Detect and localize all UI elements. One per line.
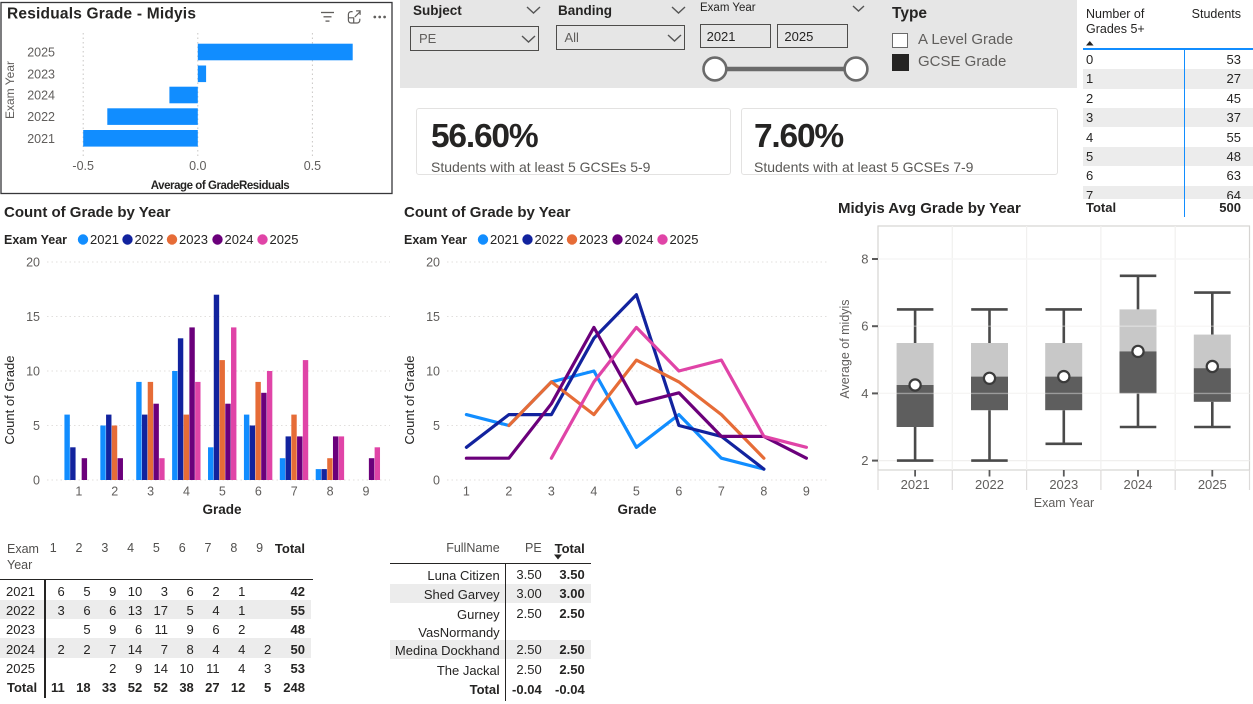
svg-text:2021: 2021 (27, 132, 55, 146)
svg-text:4: 4 (183, 485, 190, 499)
svg-text:10: 10 (426, 365, 440, 379)
svg-text:2023: 2023 (27, 67, 55, 81)
svg-text:Exam Year: Exam Year (4, 233, 67, 247)
svg-text:5: 5 (433, 419, 440, 433)
svg-text:Count of Grade: Count of Grade (402, 356, 417, 445)
svg-text:0.0: 0.0 (189, 159, 206, 173)
svg-text:9: 9 (803, 485, 810, 499)
svg-text:Count of Grade by Year: Count of Grade by Year (404, 204, 571, 221)
svg-text:3: 3 (548, 485, 555, 499)
svg-text:9: 9 (363, 485, 370, 499)
svg-text:7: 7 (718, 485, 725, 499)
svg-text:2: 2 (861, 453, 868, 468)
svg-text:5: 5 (633, 485, 640, 499)
svg-text:2024: 2024 (27, 89, 55, 103)
svg-text:7: 7 (291, 485, 298, 499)
svg-text:2025: 2025 (270, 232, 299, 247)
svg-text:20: 20 (26, 256, 40, 270)
svg-text:Residuals Grade - Midyis: Residuals Grade - Midyis (7, 6, 196, 23)
svg-text:6: 6 (861, 319, 868, 334)
svg-text:2025: 2025 (27, 46, 55, 60)
svg-text:2021: 2021 (90, 232, 119, 247)
svg-text:Average of GradeResiduals: Average of GradeResiduals (151, 180, 290, 192)
svg-text:2024: 2024 (625, 232, 654, 247)
svg-text:0.5: 0.5 (304, 159, 321, 173)
svg-text:2023: 2023 (179, 232, 208, 247)
svg-text:8: 8 (327, 485, 334, 499)
svg-text:Exam Year: Exam Year (3, 61, 17, 119)
svg-text:2022: 2022 (975, 477, 1004, 492)
svg-text:3: 3 (147, 485, 154, 499)
svg-text:Count of Grade: Count of Grade (2, 356, 17, 445)
svg-text:2021: 2021 (490, 232, 519, 247)
svg-text:2: 2 (505, 485, 512, 499)
svg-text:6: 6 (675, 485, 682, 499)
svg-text:2025: 2025 (670, 232, 699, 247)
svg-text:2022: 2022 (27, 110, 55, 124)
svg-text:20: 20 (426, 256, 440, 270)
svg-text:1: 1 (463, 485, 470, 499)
svg-text:Exam Year: Exam Year (404, 233, 467, 247)
svg-text:5: 5 (33, 419, 40, 433)
svg-text:2022: 2022 (535, 232, 564, 247)
svg-text:0: 0 (33, 474, 40, 488)
svg-text:Count of Grade by Year: Count of Grade by Year (4, 204, 171, 221)
svg-text:2023: 2023 (1049, 477, 1078, 492)
svg-text:2024: 2024 (1124, 477, 1153, 492)
svg-text:Exam Year: Exam Year (1034, 496, 1094, 510)
svg-text:Grade: Grade (617, 502, 657, 517)
svg-text:2024: 2024 (225, 232, 254, 247)
svg-text:5: 5 (219, 485, 226, 499)
svg-text:15: 15 (426, 310, 440, 324)
svg-text:8: 8 (760, 485, 767, 499)
svg-text:Midyis Avg Grade by Year: Midyis Avg Grade by Year (838, 200, 1021, 217)
svg-text:4: 4 (590, 485, 597, 499)
svg-text:10: 10 (26, 365, 40, 379)
svg-text:Average of midyis: Average of midyis (838, 299, 852, 398)
svg-text:2025: 2025 (1198, 477, 1227, 492)
svg-text:2023: 2023 (579, 232, 608, 247)
svg-text:Grade: Grade (202, 502, 242, 517)
svg-text:2021: 2021 (901, 477, 930, 492)
svg-text:4: 4 (861, 386, 868, 401)
svg-text:0: 0 (433, 474, 440, 488)
svg-text:-0.5: -0.5 (72, 159, 94, 173)
svg-text:2: 2 (111, 485, 118, 499)
svg-text:6: 6 (255, 485, 262, 499)
svg-text:1: 1 (75, 485, 82, 499)
svg-text:8: 8 (861, 252, 868, 267)
svg-text:15: 15 (26, 310, 40, 324)
svg-text:2022: 2022 (135, 232, 164, 247)
